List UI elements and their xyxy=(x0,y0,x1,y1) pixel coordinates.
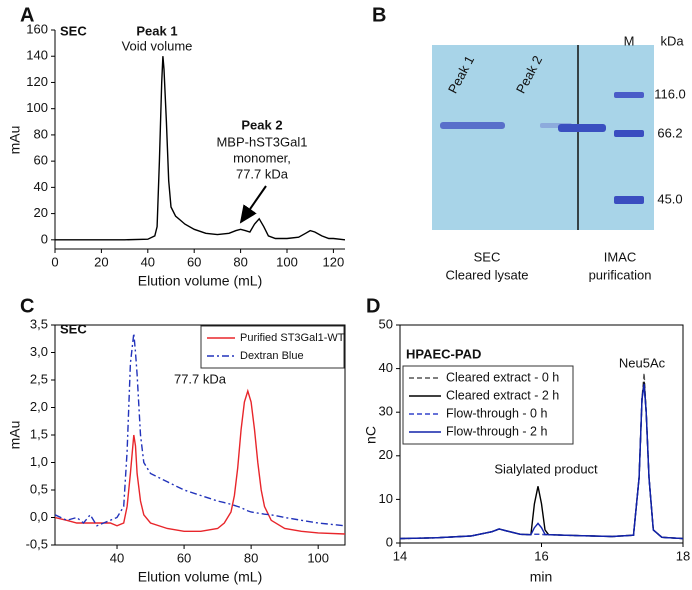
y-tick-label: 60 xyxy=(34,153,48,168)
y-tick-label: 0 xyxy=(41,231,48,246)
annotation: 77.7 kDa xyxy=(174,371,227,386)
size-label: 116.0 xyxy=(654,86,686,101)
y-tick-label: 20 xyxy=(34,205,48,220)
legend-label: Flow-through - 2 h xyxy=(446,424,547,438)
band xyxy=(614,130,644,137)
size-label: 45.0 xyxy=(657,191,682,206)
legend-label: Purified ST3Gal1-WT xyxy=(240,332,345,344)
annotation: Peak 1 xyxy=(136,23,177,38)
y-tick-label: 10 xyxy=(379,491,393,506)
y-tick-label: 3,0 xyxy=(30,344,48,359)
legend-box xyxy=(200,325,345,369)
panel-letter: D xyxy=(366,295,380,317)
x-tick-label: 18 xyxy=(676,548,690,563)
gel-image xyxy=(432,45,654,230)
x-tick-label: 20 xyxy=(94,254,108,269)
y-tick-label: 80 xyxy=(34,126,48,141)
y-tick-label: 2,5 xyxy=(30,371,48,386)
x-tick-label: 80 xyxy=(233,254,247,269)
y-tick-label: 3,5 xyxy=(30,316,48,331)
y-axis-label: mAu xyxy=(7,421,23,450)
y-tick-label: 1,0 xyxy=(30,454,48,469)
x-tick-label: 0 xyxy=(51,254,58,269)
annotation: Peak 2 xyxy=(241,117,282,132)
data-line xyxy=(55,56,345,241)
y-tick-label: 140 xyxy=(26,48,48,63)
y-tick-label: 1,5 xyxy=(30,426,48,441)
data-line xyxy=(55,388,345,535)
x-tick-label: 16 xyxy=(534,548,548,563)
x-tick-label: 14 xyxy=(393,548,407,563)
annotation: Void volume xyxy=(122,38,193,53)
legend-label: Cleared extract - 0 h xyxy=(446,370,559,384)
panel-label: SEC xyxy=(60,23,87,38)
y-tick-label: 120 xyxy=(26,74,48,89)
panel-label: SEC xyxy=(60,321,87,336)
y-tick-label: 2,0 xyxy=(30,399,48,414)
x-tick-label: 60 xyxy=(187,254,201,269)
x-tick-label: 40 xyxy=(141,254,155,269)
group-label: SEC xyxy=(474,249,501,264)
x-axis-label: min xyxy=(530,569,553,585)
x-tick-label: 100 xyxy=(276,254,298,269)
annotation: Sialylated product xyxy=(494,461,598,476)
y-tick-label: 50 xyxy=(379,316,393,331)
annotation: Neu5Ac xyxy=(619,355,666,370)
y-tick-label: 20 xyxy=(379,447,393,462)
x-axis-label: Elution volume (mL) xyxy=(138,273,263,289)
panel: C 40 60 80 100 -0,5 0,0 0,5 1,0 1,5 2,0 2,5 3,0 3,5 El… xyxy=(7,295,346,585)
panel-letter: A xyxy=(20,4,34,26)
y-tick-label: 0 xyxy=(386,534,393,549)
data-line xyxy=(400,383,683,540)
y-tick-label: 40 xyxy=(379,360,393,375)
arrow xyxy=(239,185,267,224)
x-tick-label: 60 xyxy=(177,550,191,565)
band xyxy=(614,92,644,98)
panel-letter: B xyxy=(372,4,386,26)
legend-label: Cleared extract - 2 h xyxy=(446,388,559,402)
group-label: Cleared lysate xyxy=(445,267,528,282)
legend-box xyxy=(402,365,574,445)
legend-label: Flow-through - 0 h xyxy=(446,406,547,420)
annotation: 77.7 kDa xyxy=(236,166,289,181)
data-line xyxy=(55,333,345,527)
y-tick-label: 0,0 xyxy=(30,509,48,524)
annotation: monomer, xyxy=(233,150,291,165)
x-tick-label: 100 xyxy=(307,550,329,565)
y-tick-label: 0,5 xyxy=(30,481,48,496)
group-label: purification xyxy=(589,267,652,282)
legend-label: Dextran Blue xyxy=(240,350,304,362)
y-tick-label: 160 xyxy=(26,21,48,36)
band xyxy=(440,122,505,129)
unit-label: kDa xyxy=(660,33,684,48)
x-tick-label: 40 xyxy=(110,550,124,565)
band xyxy=(614,196,644,204)
marker-label: M xyxy=(624,33,635,48)
y-tick-label: -0,5 xyxy=(26,536,48,551)
x-tick-label: 80 xyxy=(244,550,258,565)
y-tick-label: 30 xyxy=(379,404,393,419)
size-label: 66.2 xyxy=(657,125,682,140)
x-tick-label: 120 xyxy=(323,254,345,269)
annotation: MBP-hST3Gal1 xyxy=(216,134,307,149)
panel-letter: C xyxy=(20,295,34,317)
panel-label: HPAEC-PAD xyxy=(406,346,481,361)
x-axis-label: Elution volume (mL) xyxy=(138,569,263,585)
group-label: IMAC xyxy=(604,249,637,264)
y-axis-label: mAu xyxy=(7,126,23,155)
band xyxy=(558,124,606,132)
y-tick-label: 100 xyxy=(26,100,48,115)
y-tick-label: 40 xyxy=(34,179,48,194)
panel: A 0 20 40 60 80 100 120 0 20 40 60 80 100 120 140 160 Elu… xyxy=(7,4,345,289)
y-axis-label: nC xyxy=(363,426,379,444)
panel: D 14 16 18 0 10 20 30 40 50 min nC HPAEC-PAD Sialylat… xyxy=(363,295,691,584)
